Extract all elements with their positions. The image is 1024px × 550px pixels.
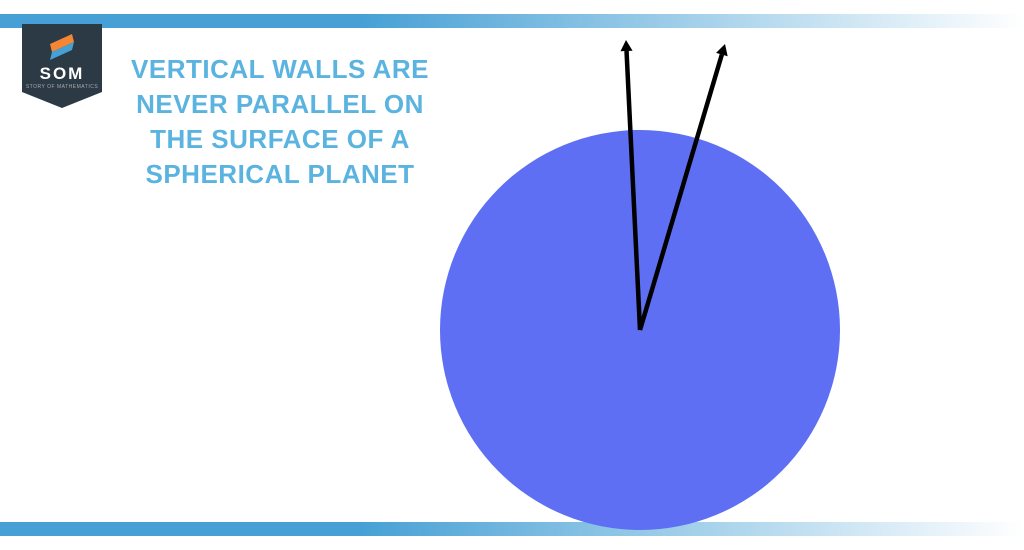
- logo-subtitle: STORY OF MATHEMATICS: [18, 84, 106, 90]
- arrow-1-head: [620, 40, 632, 51]
- top-gradient-bar: [0, 14, 1024, 28]
- sphere-diagram: [360, 30, 920, 530]
- s-icon: [48, 32, 76, 60]
- som-logo: SOM STORY OF MATHEMATICS: [18, 22, 106, 110]
- arrow-2-head: [716, 44, 728, 56]
- logo-acronym: SOM: [18, 64, 106, 84]
